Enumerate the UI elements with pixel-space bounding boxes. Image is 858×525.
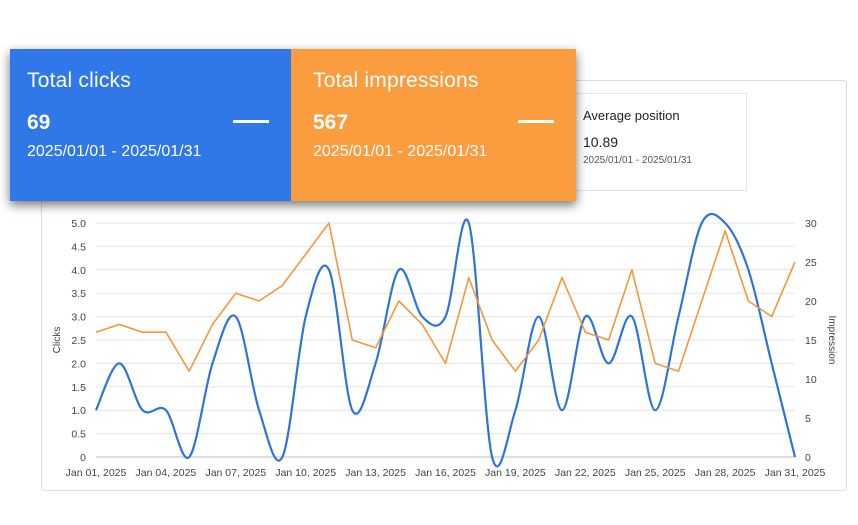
total-impressions-date-range: 2025/01/01 - 2025/01/31 <box>313 143 488 160</box>
y-axis-tick: 3.0 <box>71 312 86 324</box>
y-axis-tick: 1.5 <box>71 382 86 394</box>
average-position-card[interactable]: Average position 10.89 2025/01/01 - 2025… <box>571 93 747 191</box>
y2-axis-tick: 15 <box>805 335 817 347</box>
y-axis-tick: 4.0 <box>71 265 86 277</box>
x-axis-tick: Jan 04, 2025 <box>136 467 197 479</box>
total-impressions-card[interactable]: Total impressions 567 2025/01/01 - 2025/… <box>291 49 576 201</box>
y2-axis-tick: 25 <box>805 257 817 269</box>
x-axis-tick: Jan 01, 2025 <box>66 467 127 479</box>
y-axis-tick: 5.0 <box>71 218 86 230</box>
total-clicks-date-range: 2025/01/01 - 2025/01/31 <box>27 143 202 160</box>
x-axis-tick: Jan 22, 2025 <box>555 467 616 479</box>
total-impressions-title: Total impressions <box>313 69 479 92</box>
y2-axis-tick: 5 <box>805 413 811 425</box>
total-clicks-title: Total clicks <box>27 69 131 92</box>
y-axis-tick: 4.5 <box>71 241 86 253</box>
y-axis-tick: 2.0 <box>71 358 86 370</box>
dash-icon <box>518 120 554 123</box>
y-axis-tick: 2.5 <box>71 335 86 347</box>
y2-axis-label: Impression <box>826 316 837 365</box>
y2-axis-tick: 20 <box>805 296 817 308</box>
y2-axis-tick: 10 <box>805 374 817 386</box>
x-axis-tick: Jan 25, 2025 <box>625 467 686 479</box>
y-axis-tick: 0 <box>80 452 86 464</box>
y-axis-tick: 3.5 <box>71 288 86 300</box>
average-position-date-range: 2025/01/01 - 2025/01/31 <box>583 155 692 166</box>
x-axis-tick: Jan 07, 2025 <box>205 467 266 479</box>
x-axis-tick: Jan 28, 2025 <box>695 467 756 479</box>
average-position-value: 10.89 <box>583 134 619 150</box>
x-axis-tick: Jan 31, 2025 <box>765 467 826 479</box>
metric-cards-overlay: Total clicks 69 2025/01/01 - 2025/01/31 … <box>10 49 576 201</box>
dash-icon <box>233 120 269 123</box>
y-axis-tick: 1.0 <box>71 405 86 417</box>
y2-axis-tick: 0 <box>805 452 811 464</box>
impressions-series-line <box>95 222 796 372</box>
average-position-title: Average position <box>583 108 680 123</box>
x-axis-tick: Jan 19, 2025 <box>485 467 546 479</box>
x-axis-tick: Jan 10, 2025 <box>275 467 336 479</box>
y-axis-label: Clicks <box>52 327 63 354</box>
total-clicks-card[interactable]: Total clicks 69 2025/01/01 - 2025/01/31 <box>10 49 291 201</box>
y2-axis-tick: 30 <box>805 218 817 230</box>
x-axis-tick: Jan 13, 2025 <box>345 467 406 479</box>
clicks-series-line <box>94 212 797 468</box>
total-impressions-value: 567 <box>313 111 349 134</box>
y-axis-tick: 0.5 <box>71 429 86 441</box>
total-clicks-value: 69 <box>27 111 51 134</box>
x-axis-tick: Jan 16, 2025 <box>415 467 476 479</box>
